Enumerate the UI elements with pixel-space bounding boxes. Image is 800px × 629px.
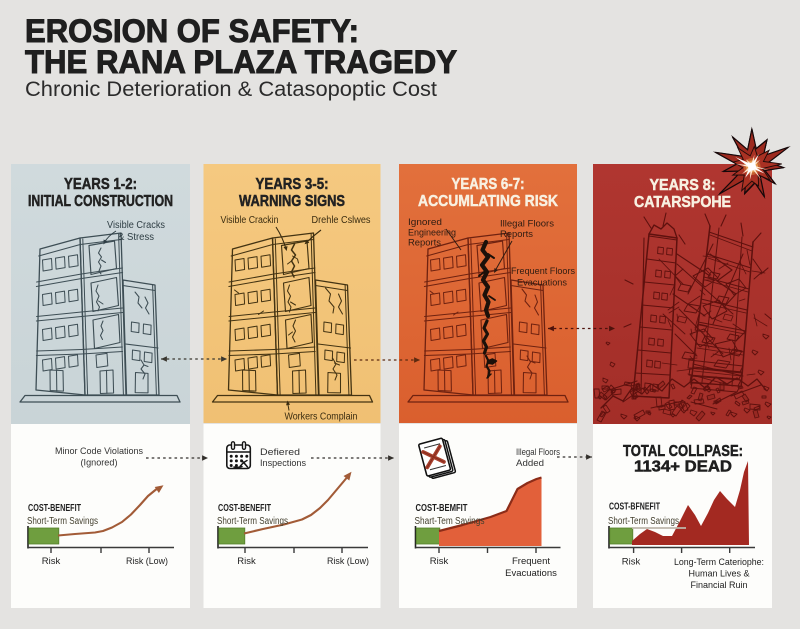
svg-text:Illegal Floors: Illegal Floors xyxy=(516,447,560,458)
svg-text:(Ignored): (Ignored) xyxy=(81,458,118,469)
svg-text:Minor Code Violations: Minor Code Violations xyxy=(55,446,143,457)
svg-text:TOTAL COLLPASE:: TOTAL COLLPASE: xyxy=(623,443,743,460)
svg-text:Long-Term Cateriophe:: Long-Term Cateriophe: xyxy=(674,557,764,567)
svg-text:Defiered: Defiered xyxy=(260,447,300,458)
svg-text:COST-BENEFIT: COST-BENEFIT xyxy=(28,503,81,514)
svg-text:Human Lives &: Human Lives & xyxy=(688,569,749,579)
svg-text:Added: Added xyxy=(516,458,544,469)
svg-text:YEARS 6-7:: YEARS 6-7: xyxy=(452,176,525,193)
svg-text:ACCUMLATING RISK: ACCUMLATING RISK xyxy=(418,193,558,210)
svg-text:Visible Crackin: Visible Crackin xyxy=(221,215,279,226)
svg-text:Inspections: Inspections xyxy=(260,458,306,469)
svg-text:Risk: Risk xyxy=(622,557,641,568)
svg-text:COST-BFNEFIT: COST-BFNEFIT xyxy=(609,502,660,513)
svg-text:Chronic Deterioration & Cataso: Chronic Deterioration & Catasopoptic Cos… xyxy=(25,78,437,101)
svg-text:THE RANA PLAZA TRAGEDY: THE RANA PLAZA TRAGEDY xyxy=(25,44,457,80)
svg-text:Reports: Reports xyxy=(408,238,441,249)
svg-text:Short-Term Savings: Short-Term Savings xyxy=(608,516,679,527)
svg-text:& Stress: & Stress xyxy=(118,232,154,243)
svg-text:Risk: Risk xyxy=(430,556,449,567)
svg-text:Visible Cracks: Visible Cracks xyxy=(107,220,165,231)
svg-text:EROSION OF SAFETY:: EROSION OF SAFETY: xyxy=(25,13,359,49)
svg-text:Risk: Risk xyxy=(237,556,256,567)
svg-text:YEARS 3-5:: YEARS 3-5: xyxy=(256,176,329,193)
svg-text:1134+ DEAD: 1134+ DEAD xyxy=(634,459,732,476)
svg-text:WARNING SIGNS: WARNING SIGNS xyxy=(239,193,345,210)
svg-text:Short-Term Savings: Short-Term Savings xyxy=(217,516,288,527)
svg-text:COST-BEMFIT: COST-BEMFIT xyxy=(416,503,468,514)
svg-text:COST-BENEFIT: COST-BENEFIT xyxy=(218,503,271,514)
svg-text:Short-Term Savings: Short-Term Savings xyxy=(27,516,98,527)
svg-text:Evacuations: Evacuations xyxy=(505,568,557,579)
svg-text:INITIAL CONSTRUCTION: INITIAL CONSTRUCTION xyxy=(28,193,173,210)
svg-text:Shart-Tem Savings: Shart-Tem Savings xyxy=(415,516,485,527)
svg-text:Drehle Cslwes: Drehle Cslwes xyxy=(312,215,371,226)
svg-text:YEARS 1-2:: YEARS 1-2: xyxy=(64,176,137,193)
svg-text:Risk (Low): Risk (Low) xyxy=(126,556,168,567)
svg-text:Financial Ruin: Financial Ruin xyxy=(690,580,747,590)
svg-text:Engineering: Engineering xyxy=(408,228,456,239)
svg-text:Ignored: Ignored xyxy=(408,217,442,228)
svg-text:Evacuations: Evacuations xyxy=(517,278,567,289)
svg-text:CATARSPOHE: CATARSPOHE xyxy=(634,194,731,211)
svg-text:Workers Complain: Workers Complain xyxy=(285,412,358,423)
svg-text:Frequent: Frequent xyxy=(512,556,550,567)
svg-text:Risk: Risk xyxy=(42,556,61,567)
svg-text:Illegal Floors: Illegal Floors xyxy=(500,219,554,230)
svg-text:Reports: Reports xyxy=(500,229,533,240)
svg-text:Frequent Floors: Frequent Floors xyxy=(511,266,575,277)
svg-text:Risk (Low): Risk (Low) xyxy=(327,556,369,567)
svg-text:YEARS 8:: YEARS 8: xyxy=(650,177,716,194)
